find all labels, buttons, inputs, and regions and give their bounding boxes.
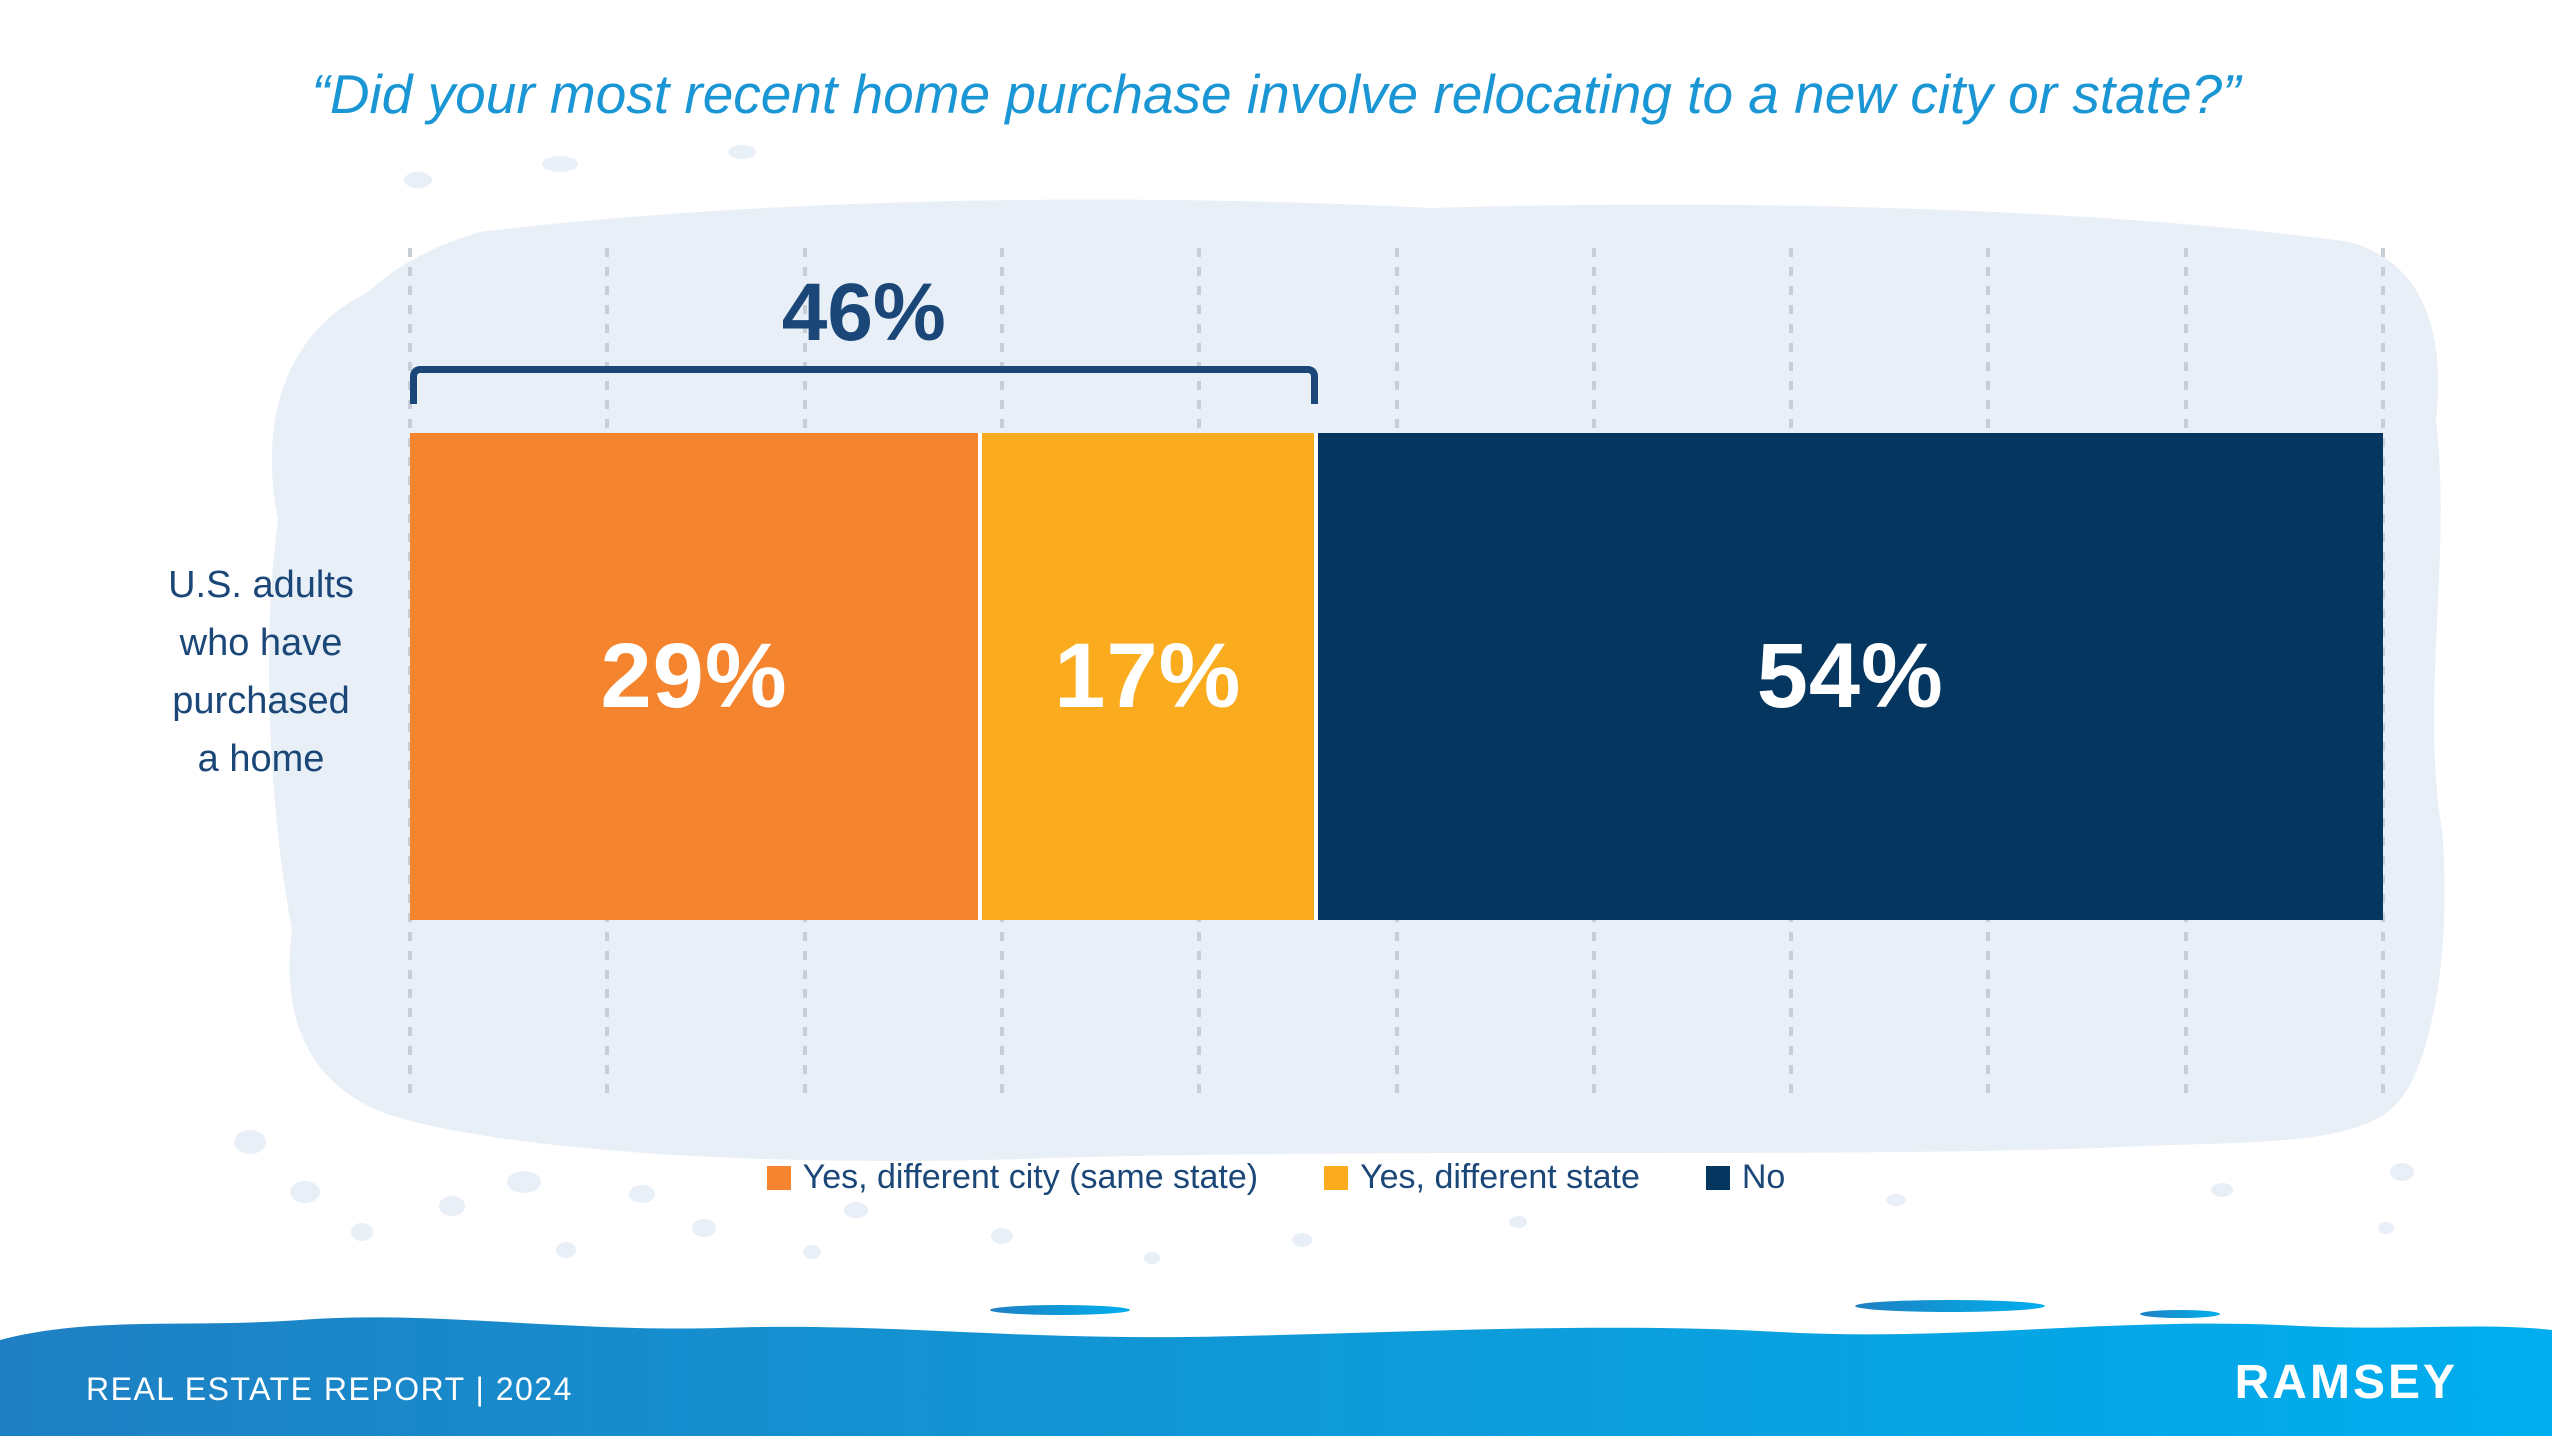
legend-item-3: No (1705, 1158, 1786, 1197)
legend-label: Yes, different state (1360, 1158, 1640, 1196)
stacked-bar: 29% 17% 54% (410, 433, 2383, 920)
bar-segment-3: 54% (1317, 433, 2383, 920)
footer: REAL ESTATE REPORT | 2024 RAMSEY (0, 1296, 2552, 1436)
legend-label: No (1741, 1158, 1786, 1196)
category-label-line: a home (197, 738, 325, 781)
bracket (410, 366, 1318, 404)
category-label-line: who have (179, 622, 343, 665)
chart-title: “Did your most recent home purchase invo… (311, 63, 2241, 125)
legend-swatch-icon (1324, 1165, 1349, 1190)
bracket-label: 46% (781, 267, 946, 358)
plot-area: 46% 29% 17% 54% (408, 248, 2385, 1100)
footer-wave (0, 1300, 2552, 1436)
bar-segment-1: 29% (410, 433, 983, 920)
bar-segment-2: 17% (982, 433, 1318, 920)
legend-item-2: Yes, different state (1324, 1158, 1640, 1197)
legend-swatch-icon (1705, 1165, 1730, 1190)
gridline (2381, 248, 2385, 1100)
segment-value-label: 29% (600, 625, 788, 727)
category-label-line: U.S. adults (168, 564, 354, 606)
category-label: U.S. adults who have purchased a home (88, 556, 434, 789)
segment-value-label: 54% (1756, 625, 1944, 727)
legend: Yes, different city (same state) Yes, dif… (0, 1158, 2552, 1197)
legend-label: Yes, different city (same state) (802, 1158, 1259, 1196)
category-label-line: purchased (172, 680, 350, 723)
ramsey-logo: RAMSEY (2234, 1356, 2458, 1409)
legend-item-1: Yes, different city (same state) (766, 1158, 1259, 1197)
legend-swatch-icon (766, 1165, 791, 1190)
report-label: REAL ESTATE REPORT | 2024 (86, 1371, 573, 1407)
segment-value-label: 17% (1054, 625, 1242, 727)
